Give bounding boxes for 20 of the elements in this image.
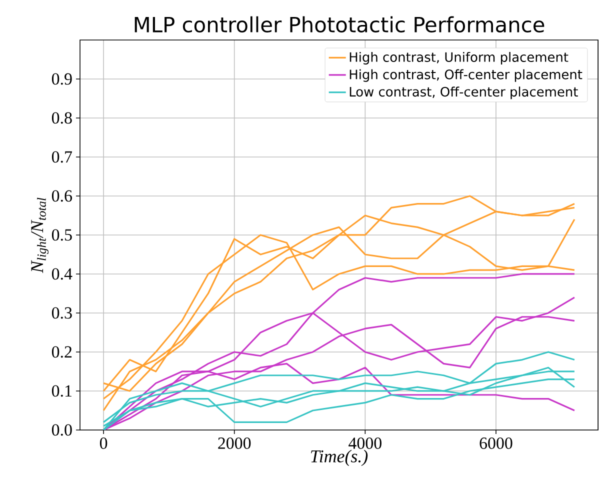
chart-title: MLP controller Phototactic Performance [134, 16, 544, 32]
x-tick-label: 0 [100, 438, 108, 449]
x-tick-label: 4000 [348, 438, 382, 449]
y-tick-label: 0.2 [52, 346, 72, 358]
y-tick-label: 0.0 [52, 424, 72, 436]
y-tick-label: 0.6 [52, 190, 72, 202]
y-axis-title: N$_{light}$/N$_{total}$ [31, 198, 48, 274]
legend-label: High contrast, Off-center placement [350, 69, 582, 82]
x-axis-title: Time(s.) [311, 450, 368, 466]
y-tick-label: 0.3 [52, 307, 72, 319]
y-tick-label: 0.9 [52, 73, 72, 85]
y-tick-label: 0.8 [52, 112, 72, 124]
legend-label: High contrast, Uniform placement [350, 52, 568, 64]
x-tick-label: 6000 [480, 438, 512, 449]
legend-label: Low contrast, Off-center placement [350, 86, 578, 100]
x-tick-label: 2000 [218, 438, 251, 449]
y-tick-label: 0.5 [52, 229, 72, 241]
y-tick-label: 0.7 [52, 151, 72, 163]
y-tick-label: 0.4 [52, 268, 72, 280]
y-tick-label: 0.1 [52, 385, 72, 397]
